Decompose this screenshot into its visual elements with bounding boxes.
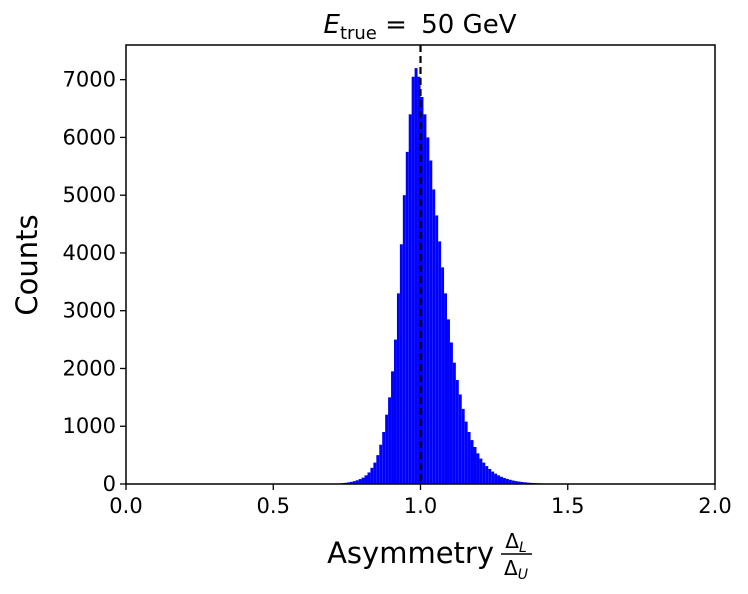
- histogram-bar: [373, 462, 377, 484]
- histogram-bar: [396, 293, 400, 484]
- histogram-bar: [467, 432, 471, 484]
- x-tick-label: 0.0: [109, 494, 142, 518]
- y-tick-label: 0: [103, 472, 116, 496]
- histogram-bar: [447, 319, 450, 484]
- x-tick-label: 1.0: [404, 494, 437, 518]
- histogram-bar: [494, 473, 498, 484]
- histogram-bar: [432, 189, 436, 484]
- title-variable: E: [324, 10, 341, 40]
- x-tick-label: 2.0: [698, 494, 731, 518]
- histogram-bar: [346, 482, 350, 484]
- y-tick-label: 5000: [63, 183, 116, 207]
- histogram-bar: [517, 481, 521, 484]
- x-axis-label-denominator: ΔU: [504, 556, 528, 583]
- histogram-bar: [502, 477, 506, 484]
- histogram-bar: [358, 479, 362, 484]
- title-value: 50 GeV: [421, 10, 516, 40]
- histogram-bar: [393, 339, 397, 484]
- histogram-bar: [485, 466, 489, 484]
- histogram-bar: [361, 477, 365, 484]
- histogram-bar: [488, 468, 492, 484]
- x-axis-ticks: 0.0 0.5 1.0 1.5 2.0: [109, 484, 732, 518]
- histogram-bar: [405, 151, 409, 484]
- histogram-bar: [385, 414, 389, 484]
- histogram-bar: [408, 114, 412, 484]
- histogram-bar: [420, 96, 424, 484]
- histogram-bar: [473, 447, 477, 484]
- histogram-bar: [411, 76, 415, 484]
- histogram-bar: [388, 397, 392, 484]
- histogram-bar: [444, 293, 448, 484]
- histogram-bar: [349, 481, 353, 484]
- histogram-bar: [491, 471, 495, 484]
- histogram-bar: [414, 68, 418, 485]
- histogram-bar: [438, 241, 442, 484]
- chart-title: Etrue = 50 GeV: [324, 10, 517, 44]
- y-axis-label: Counts: [10, 214, 44, 315]
- histogram-bar: [464, 421, 468, 484]
- histogram-bar: [429, 160, 433, 485]
- histogram-bar: [500, 476, 503, 484]
- x-axis-label: Asymmetry ΔL ΔU: [327, 529, 532, 583]
- y-tick-label: 3000: [63, 299, 116, 323]
- histogram-bar: [370, 467, 374, 484]
- title-equals: =: [377, 10, 415, 40]
- histogram-bar: [508, 479, 512, 484]
- title-subscript: true: [340, 23, 377, 44]
- histogram-bar: [497, 475, 501, 484]
- histogram-bar: [355, 480, 359, 484]
- histogram-bar: [523, 482, 527, 484]
- histogram-bar: [441, 267, 445, 484]
- histogram-bar: [476, 453, 480, 484]
- histogram-bar: [514, 481, 518, 484]
- x-tick-label: 0.5: [257, 494, 290, 518]
- x-tick-label: 1.5: [551, 494, 584, 518]
- histogram-bar: [435, 215, 439, 485]
- x-axis-label-text: Asymmetry: [327, 536, 494, 570]
- histogram-bar: [520, 481, 524, 484]
- histogram-bar: [426, 137, 430, 484]
- y-tick-label: 6000: [63, 125, 116, 149]
- histogram-bar: [470, 440, 474, 484]
- histogram-bar: [452, 362, 456, 484]
- y-axis-ticks: 0 1000 2000 3000 4000 5000 6000 7000: [63, 68, 126, 496]
- histogram-bar: [391, 371, 394, 484]
- histogram-bar: [482, 462, 486, 484]
- histogram-bar: [364, 475, 368, 484]
- y-tick-label: 2000: [63, 356, 116, 380]
- histogram-bar: [399, 244, 403, 484]
- histogram-bar: [423, 114, 427, 484]
- histogram-bar: [505, 478, 509, 484]
- x-axis-label-numerator: ΔL: [505, 529, 527, 556]
- histogram-bar: [379, 444, 383, 484]
- histogram-bars: [332, 68, 592, 485]
- histogram-bar: [352, 481, 356, 484]
- histogram-bar: [382, 432, 386, 484]
- histogram-bar: [376, 455, 380, 484]
- histogram-bar: [461, 408, 465, 484]
- histogram-bar: [449, 342, 453, 484]
- histogram-bar: [511, 480, 515, 484]
- histogram-bar: [367, 472, 371, 484]
- histogram-bar: [455, 380, 459, 484]
- y-tick-label: 4000: [63, 241, 116, 265]
- histogram-bar: [479, 458, 483, 484]
- histogram-bar: [458, 394, 462, 484]
- y-tick-label: 1000: [63, 414, 116, 438]
- histogram-bar: [417, 76, 421, 484]
- y-tick-label: 7000: [63, 68, 116, 92]
- histogram-bar: [402, 195, 406, 484]
